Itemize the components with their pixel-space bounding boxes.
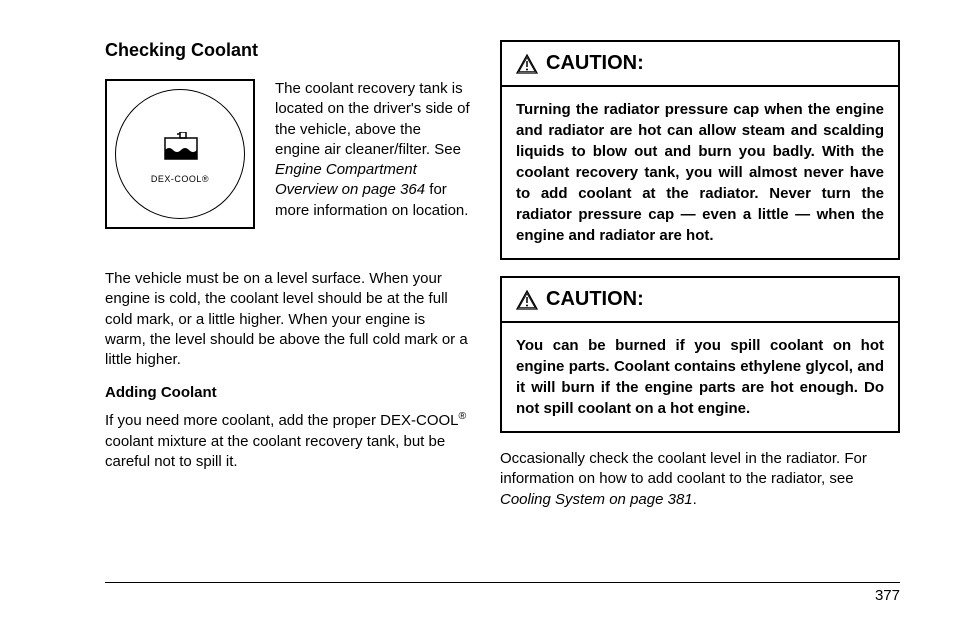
page-content: Checking Coolant DEX‑COOL® The coolant r… bbox=[0, 0, 954, 524]
icon-with-text-row: DEX‑COOL® The coolant recovery tank is l… bbox=[105, 79, 470, 229]
dex-cool-label: DEX‑COOL® bbox=[116, 174, 244, 184]
adding-coolant-paragraph: If you need more coolant, add the proper… bbox=[105, 409, 470, 472]
coolant-tank-icon bbox=[164, 132, 198, 160]
adding-text-b: coolant mixture at the coolant recovery … bbox=[105, 433, 445, 470]
page-footer: 377 bbox=[105, 582, 900, 604]
heading-adding-coolant: Adding Coolant bbox=[105, 384, 470, 401]
coolant-symbol-box: DEX‑COOL® bbox=[105, 79, 255, 229]
occasionally-check-paragraph: Occasionally check the coolant level in … bbox=[500, 449, 900, 510]
caution-header-2: CAUTION: bbox=[502, 278, 898, 323]
caution-body-1: Turning the radiator pressure cap when t… bbox=[502, 87, 898, 258]
foot-text-a: Occasionally check the coolant level in … bbox=[500, 450, 867, 487]
level-surface-paragraph: The vehicle must be on a level surface. … bbox=[105, 269, 470, 370]
engine-compartment-ref: Engine Compartment Overview on page 364 bbox=[275, 161, 425, 198]
left-column: Checking Coolant DEX‑COOL® The coolant r… bbox=[105, 40, 470, 524]
adding-text-a: If you need more coolant, add the proper… bbox=[105, 412, 459, 429]
cooling-system-ref: Cooling System on page 381 bbox=[500, 491, 693, 508]
icon-paragraph: The coolant recovery tank is located on … bbox=[275, 79, 470, 221]
caution-box-2: CAUTION: You can be burned if you spill … bbox=[500, 276, 900, 433]
caution-header-1: CAUTION: bbox=[502, 42, 898, 87]
caution-label-1: CAUTION: bbox=[546, 52, 644, 75]
heading-checking-coolant: Checking Coolant bbox=[105, 40, 470, 61]
registered-mark: ® bbox=[459, 410, 467, 422]
caution-label-2: CAUTION: bbox=[546, 288, 644, 311]
warning-triangle-icon bbox=[516, 54, 538, 74]
caution-body-2: You can be burned if you spill coolant o… bbox=[502, 323, 898, 431]
right-column: CAUTION: Turning the radiator pressure c… bbox=[500, 40, 900, 524]
coolant-symbol-circle: DEX‑COOL® bbox=[115, 89, 245, 219]
caution-box-1: CAUTION: Turning the radiator pressure c… bbox=[500, 40, 900, 260]
foot-text-b: . bbox=[693, 491, 697, 508]
page-number: 377 bbox=[875, 587, 900, 604]
warning-triangle-icon bbox=[516, 290, 538, 310]
icon-para-text-a: The coolant recovery tank is located on … bbox=[275, 80, 470, 158]
